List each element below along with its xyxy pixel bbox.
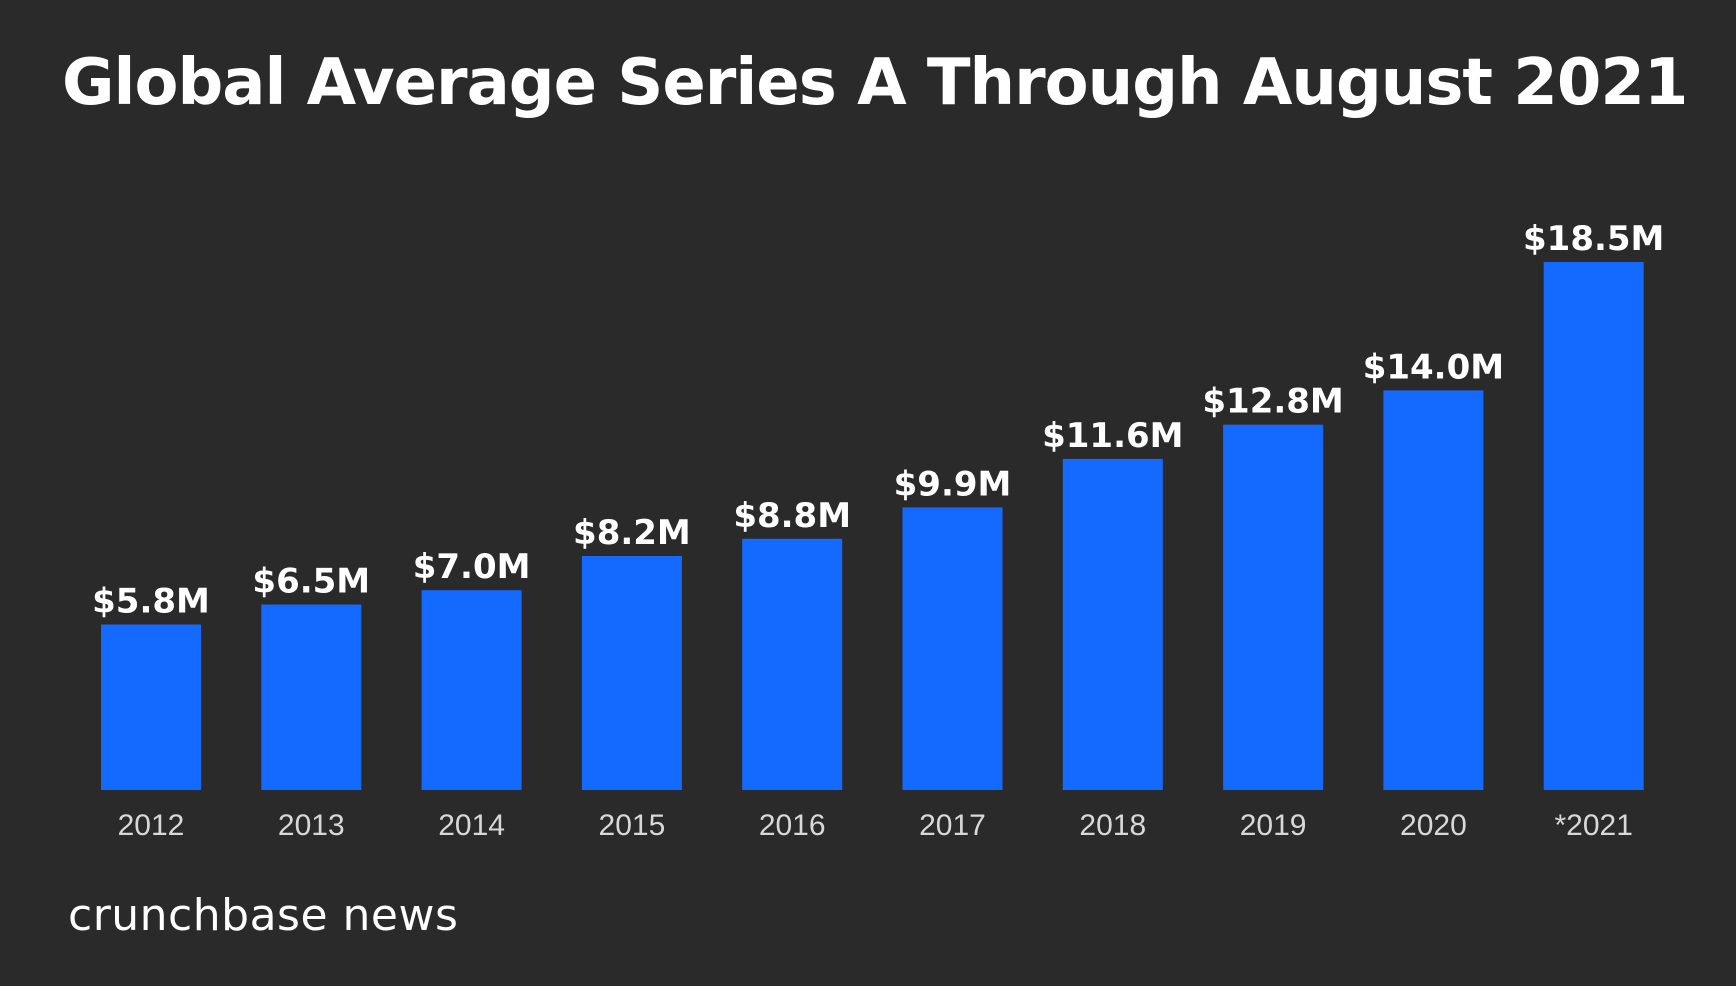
value-label-2019: $12.8M (1202, 382, 1343, 422)
x-tick-label-2013: 2013 (278, 809, 345, 842)
bar-2013 (261, 604, 362, 790)
x-tick-label-2015: 2015 (599, 809, 666, 842)
x-tick-label-2019: 2019 (1240, 809, 1307, 842)
value-label-2018: $11.6M (1042, 416, 1183, 456)
value-label-2017: $9.9M (894, 464, 1012, 504)
brand-logo-text: crunchbase news (68, 890, 459, 941)
bar-2015 (581, 556, 682, 790)
value-label-*2021: $18.5M (1523, 219, 1664, 259)
value-label-2020: $14.0M (1363, 347, 1504, 387)
x-tick-label-2018: 2018 (1079, 809, 1146, 842)
value-label-2012: $5.8M (92, 582, 210, 622)
x-tick-label-2017: 2017 (919, 809, 986, 842)
bar-2012 (101, 624, 201, 790)
value-label-2016: $8.8M (733, 496, 851, 536)
value-label-2015: $8.2M (573, 513, 691, 553)
bar-2014 (421, 590, 522, 790)
x-tick-label-2020: 2020 (1400, 809, 1467, 842)
bar-2020 (1383, 390, 1484, 790)
bar-2018 (1062, 458, 1163, 790)
bar-*2021 (1543, 262, 1644, 790)
x-tick-label-2016: 2016 (759, 809, 826, 842)
bar-2019 (1223, 424, 1324, 790)
x-tick-label-*2021: *2021 (1554, 809, 1632, 842)
x-tick-label-2014: 2014 (438, 809, 505, 842)
value-label-2013: $6.5M (252, 562, 370, 602)
bar-2017 (902, 507, 1003, 790)
x-tick-label-2012: 2012 (118, 809, 185, 842)
value-label-2014: $7.0M (413, 547, 531, 587)
bar-2016 (742, 538, 843, 790)
chart-title: Global Average Series A Through August 2… (62, 46, 1688, 120)
